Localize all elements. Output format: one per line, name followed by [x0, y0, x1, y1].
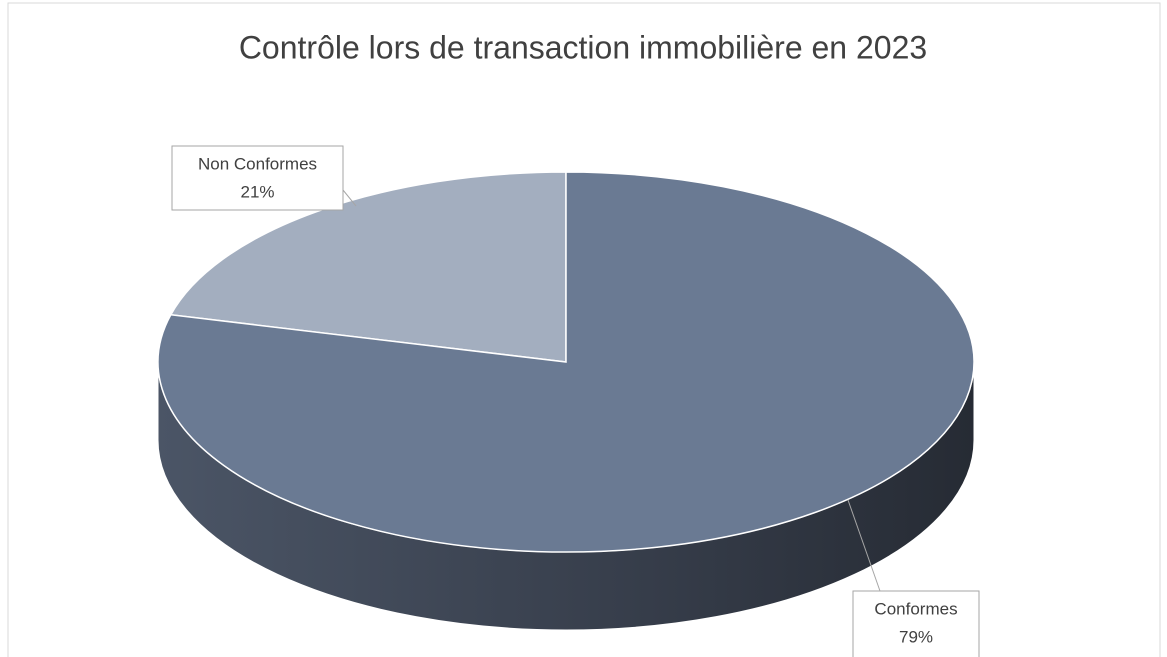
label-value: 21%	[240, 182, 274, 201]
label-category: Non Conformes	[198, 154, 317, 173]
label-box	[171, 145, 344, 211]
label-category: Conformes	[874, 599, 957, 618]
label-value: 79%	[899, 627, 933, 646]
labels: Non Conformes 21% Conformes 79%	[171, 145, 980, 657]
pie-slice	[169, 171, 567, 363]
chart-title: Contrôle lors de transaction immobilière…	[239, 29, 927, 65]
leader-line	[342, 189, 357, 207]
pie	[157, 171, 975, 631]
pie-slice	[157, 171, 975, 553]
leader-line	[847, 499, 881, 592]
label-box	[852, 590, 980, 657]
